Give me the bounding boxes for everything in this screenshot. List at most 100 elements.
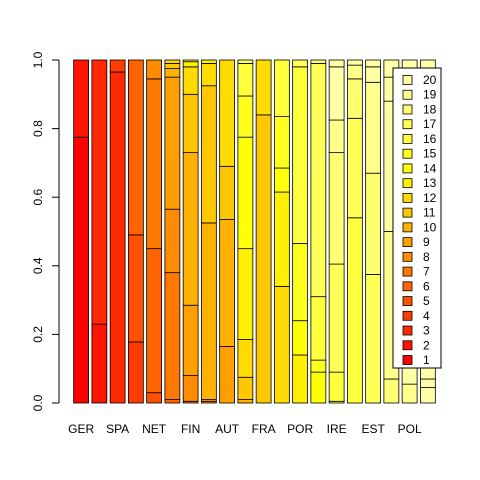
bar-segment [182, 61, 199, 68]
legend-swatch [402, 266, 413, 277]
bar-segment [219, 59, 235, 167]
x-tick-label: FIN [181, 422, 200, 436]
legend-label: 17 [423, 117, 437, 131]
legend-label: 5 [423, 294, 430, 308]
bar-segment [237, 136, 254, 250]
bar-segment [346, 59, 363, 66]
bar-segment [419, 387, 436, 404]
bar-segment [109, 71, 126, 404]
bar-segment [182, 93, 199, 154]
bar-segment [255, 114, 272, 404]
bar-segment [91, 323, 108, 404]
y-tick-label: 0.6 [31, 189, 45, 206]
bar-segment [200, 85, 217, 224]
bar-segment [292, 354, 309, 404]
legend-label: 4 [423, 309, 430, 323]
legend-swatch [402, 340, 413, 351]
bar-segment [164, 59, 181, 64]
legend-label: 12 [423, 191, 437, 205]
bar-segment [146, 59, 162, 80]
x-tick-label: IRE [327, 422, 347, 436]
bar-segment [365, 172, 382, 275]
legend-label: 14 [423, 161, 437, 175]
bar-segment [237, 376, 254, 400]
bar-segment [73, 136, 89, 404]
legend-box [392, 67, 442, 369]
legend-label: 6 [423, 279, 430, 293]
legend-label: 13 [423, 176, 437, 190]
legend-swatch [402, 75, 413, 85]
x-tick-label: EST [361, 422, 385, 436]
bar-segment [182, 152, 199, 306]
bar-segment [328, 263, 345, 373]
legend-label: 2 [423, 338, 430, 352]
bar-segment [273, 167, 290, 193]
legend-label: 15 [423, 147, 437, 161]
bar-segment [219, 165, 235, 220]
bar-segment [182, 66, 199, 95]
x-tick-label: POR [287, 422, 313, 436]
bar-segment [219, 345, 235, 404]
legend-swatch [402, 237, 413, 248]
bar-segment [310, 359, 327, 373]
bar-segment [310, 63, 327, 298]
x-tick-label: GER [68, 422, 94, 436]
legend-label: 7 [423, 265, 430, 279]
bar-segment [292, 59, 309, 68]
y-tick-label: 0.4 [31, 257, 45, 274]
legend-label: 1 [423, 353, 430, 367]
y-tick-label: 0.0 [31, 394, 45, 411]
bar-segment [419, 378, 436, 388]
legend-swatch [402, 310, 413, 321]
bar-segment [237, 399, 254, 404]
bar-segment [365, 66, 382, 83]
bar-segment [164, 76, 181, 210]
x-tick-label: NET [142, 422, 167, 436]
legend-label: 19 [423, 88, 437, 102]
x-tick-label: AUT [215, 422, 240, 436]
y-tick-label: 0.2 [31, 326, 45, 343]
legend-swatch [402, 192, 413, 203]
bar-segment [273, 116, 290, 169]
bar-segment [346, 64, 363, 80]
bar-segment [365, 81, 382, 174]
bar-segment [237, 248, 254, 340]
bar-segment [146, 248, 162, 394]
bar-segment [200, 222, 217, 400]
bar-segment [219, 219, 235, 347]
legend-swatch [402, 281, 413, 292]
bar-segment [273, 59, 290, 117]
bar-segment [328, 59, 345, 68]
bar-segment [292, 66, 309, 244]
legend-label: 3 [423, 324, 430, 338]
legend-swatch [402, 355, 413, 365]
legend-label: 11 [423, 206, 436, 220]
bar-segment [237, 63, 254, 97]
bar-segment [273, 285, 290, 404]
bar-segment [182, 59, 199, 63]
bar-segment [164, 399, 181, 404]
bar-segment [328, 371, 345, 402]
bar-segment [73, 59, 89, 138]
legend-swatch [402, 148, 413, 159]
bar-segment [164, 208, 181, 274]
bar-segment [200, 63, 217, 87]
x-tick-label: POL [398, 422, 422, 436]
legend-label: 10 [423, 220, 437, 234]
bar-segment [255, 59, 272, 116]
bar-segment [200, 59, 217, 64]
bar-segment [328, 152, 345, 265]
bar-segment [310, 296, 327, 361]
legend-swatch [402, 89, 413, 100]
bar-segment [109, 59, 126, 73]
x-tick-label: SPA [106, 422, 129, 436]
bar-segment [346, 78, 363, 119]
bar-segment [127, 234, 144, 343]
bar-segment [91, 59, 108, 325]
legend-label: 8 [423, 250, 430, 264]
legend-swatch [402, 178, 413, 189]
legend-swatch [402, 207, 413, 218]
bar-segment [127, 341, 144, 404]
bar-segment [346, 217, 363, 404]
bar-segment [164, 68, 181, 78]
